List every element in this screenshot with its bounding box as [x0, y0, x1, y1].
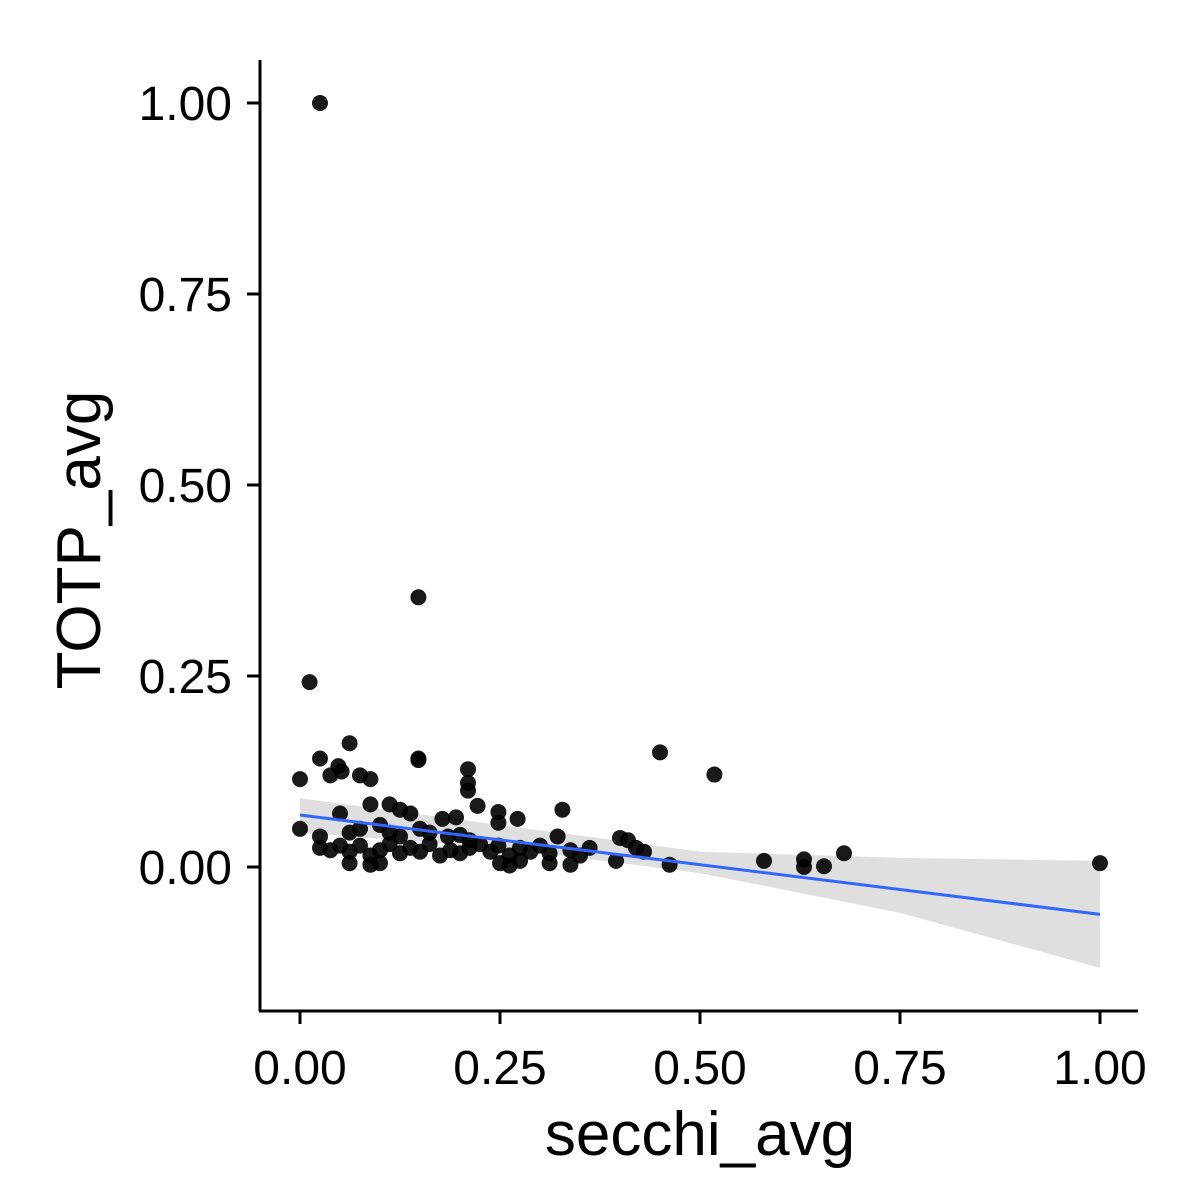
data-point-6 — [410, 752, 427, 769]
data-point-2 — [301, 674, 318, 691]
y-tick-label-2: 0.50 — [139, 460, 232, 513]
data-point-46 — [352, 837, 368, 854]
data-point-28 — [490, 814, 507, 831]
data-point-14 — [362, 771, 379, 788]
x-tick-label-4: 1.00 — [1053, 1042, 1146, 1095]
data-point-29 — [509, 810, 526, 827]
data-point-26 — [469, 797, 486, 814]
data-point-17 — [460, 782, 476, 799]
x-tick-label-0: 0.00 — [253, 1042, 346, 1095]
x-axis-title: secchi_avg — [545, 1100, 855, 1169]
data-point-66 — [549, 828, 566, 845]
ticks-layer: 0.00 0.25 0.50 0.75 1.00 0.00 0.25 0.50 0.75 1.00 — [139, 78, 1147, 1095]
data-point-4 — [312, 750, 328, 767]
y-axis-title: TOTP_avg — [45, 391, 114, 690]
regression-line — [299, 813, 1101, 916]
data-point-84 — [756, 852, 772, 869]
data-point-78 — [608, 852, 624, 869]
data-point-7 — [652, 744, 668, 761]
points-layer — [292, 95, 1108, 875]
y-tick-label-4: 1.00 — [139, 78, 232, 131]
data-point-86 — [796, 859, 812, 875]
data-point-49 — [381, 836, 398, 853]
x-tick-label-1: 0.25 — [453, 1042, 546, 1095]
y-tick-label-0: 0.00 — [139, 842, 232, 895]
data-point-3 — [341, 735, 358, 752]
data-point-9 — [292, 771, 308, 788]
data-point-33 — [352, 820, 368, 837]
data-point-8 — [706, 766, 723, 783]
data-point-20 — [362, 796, 379, 813]
y-tick-label-1: 0.25 — [139, 651, 232, 704]
data-point-76 — [541, 855, 558, 872]
data-point-72 — [372, 855, 388, 872]
data-point-87 — [816, 858, 832, 875]
data-point-75 — [512, 852, 528, 869]
x-tick-label-3: 0.75 — [853, 1042, 946, 1095]
data-point-89 — [1092, 855, 1108, 872]
data-point-70 — [341, 855, 358, 872]
data-point-18 — [292, 820, 308, 837]
regression-line-layer — [299, 813, 1101, 916]
data-point-0 — [312, 95, 328, 111]
data-point-23 — [402, 805, 419, 822]
data-point-69 — [581, 839, 598, 856]
data-point-88 — [836, 845, 852, 862]
data-point-12 — [333, 763, 350, 780]
y-tick-label-3: 0.75 — [139, 269, 232, 322]
x-tick-label-2: 0.50 — [653, 1042, 746, 1095]
data-point-31 — [312, 828, 328, 845]
data-point-82 — [636, 843, 652, 860]
data-point-53 — [421, 836, 438, 853]
data-point-77 — [562, 856, 579, 873]
data-point-19 — [332, 805, 348, 822]
data-point-15 — [460, 761, 476, 778]
data-point-30 — [554, 801, 571, 818]
data-point-1 — [410, 589, 427, 606]
data-point-25 — [448, 809, 464, 826]
data-point-24 — [434, 810, 451, 827]
